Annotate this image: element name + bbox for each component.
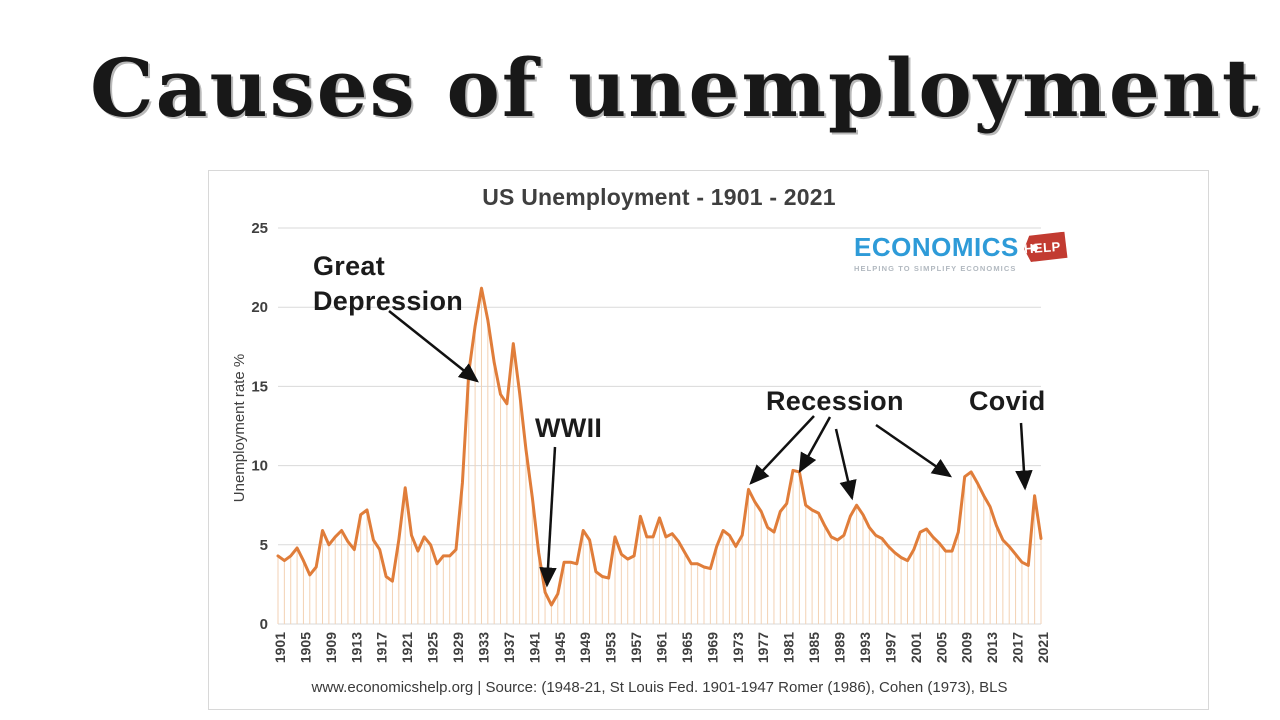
x-tick-label: 1977 <box>755 632 771 663</box>
x-tick-label: 2021 <box>1035 632 1051 663</box>
logo-tagline: HELPING TO SIMPLIFY ECONOMICS <box>854 264 1017 273</box>
y-axis-title: Unemployment rate % <box>231 354 248 502</box>
x-tick-label: 1993 <box>857 632 873 663</box>
annotation-great-depression: Great Depression <box>313 251 464 317</box>
page-title: Causes of unemployment <box>90 41 1261 135</box>
x-tick-label: 1917 <box>374 632 390 663</box>
x-tick-label: 2017 <box>1010 632 1026 663</box>
x-tick-label: 2005 <box>933 632 949 663</box>
x-tick-label: 1925 <box>425 632 441 663</box>
x-tick-label: 1965 <box>679 632 695 663</box>
x-tick-label: 1937 <box>501 632 517 663</box>
x-tick-label: 1961 <box>654 632 670 663</box>
chart-panel: US Unemployment - 1901 - 2021 ECONOMICS … <box>208 170 1209 710</box>
x-tick-label: 2013 <box>984 632 1000 663</box>
annotation-arrow-recession <box>834 428 857 501</box>
chart-title: US Unemployment - 1901 - 2021 <box>482 184 836 210</box>
x-tick-label: 1985 <box>806 632 822 663</box>
annotation-wwii: WWII <box>535 413 603 443</box>
annotation-covid: Covid <box>969 386 1046 416</box>
x-tick-label: 1953 <box>603 632 619 663</box>
x-tick-label: 1981 <box>781 632 797 663</box>
x-tick-label: 1997 <box>882 632 898 663</box>
y-tick-label: 5 <box>260 537 268 554</box>
annotation-arrow-recession <box>875 423 953 478</box>
x-tick-label: 1945 <box>552 632 568 663</box>
logo-brand-text: ECONOMICS <box>854 232 1019 262</box>
y-tick-label: 15 <box>251 378 268 395</box>
x-tick-label: 2001 <box>908 632 924 663</box>
annotation-arrow-recession <box>749 415 815 485</box>
x-tick-label: 1957 <box>628 632 644 663</box>
y-tick-label: 0 <box>260 616 268 633</box>
economicshelp-logo: ECONOMICS HELP HELPING TO SIMPLIFY ECONO… <box>854 233 1064 273</box>
annotation-arrow-recession <box>798 416 832 474</box>
x-tick-label: 1909 <box>323 632 339 663</box>
x-tick-label: 1929 <box>450 632 466 663</box>
unemployment-line-chart: 0 5 10 15 20 25 Unemployment rate % 1901 1905 190… <box>231 220 1051 663</box>
x-tick-label: 1989 <box>832 632 848 663</box>
y-tick-label: 20 <box>251 299 268 316</box>
annotation-arrow-great-depression <box>388 310 479 383</box>
x-tick-label: 1941 <box>526 632 542 663</box>
y-tick-label: 10 <box>251 458 268 475</box>
x-tick-label: 1901 <box>272 632 288 663</box>
x-tick-label: 1969 <box>704 632 720 663</box>
unemployment-line <box>276 286 1043 607</box>
x-tick-label: 1973 <box>730 632 746 663</box>
annotation-recession: Recession <box>766 386 904 416</box>
annotation-arrow-wwii <box>539 446 557 588</box>
y-tick-label: 25 <box>251 220 268 237</box>
x-tick-label: 1905 <box>297 632 313 663</box>
x-tick-label: 1949 <box>577 632 593 663</box>
chart-source: www.economicshelp.org | Source: (1948-21… <box>311 679 1008 696</box>
x-tick-label: 1921 <box>399 632 415 663</box>
x-tick-label: 1913 <box>348 632 364 663</box>
x-tick-label: 2009 <box>959 632 975 663</box>
annotation-arrow-covid <box>1015 422 1033 491</box>
logo-row: ECONOMICS HELP <box>854 233 1064 261</box>
x-tick-label: 1933 <box>475 632 491 663</box>
